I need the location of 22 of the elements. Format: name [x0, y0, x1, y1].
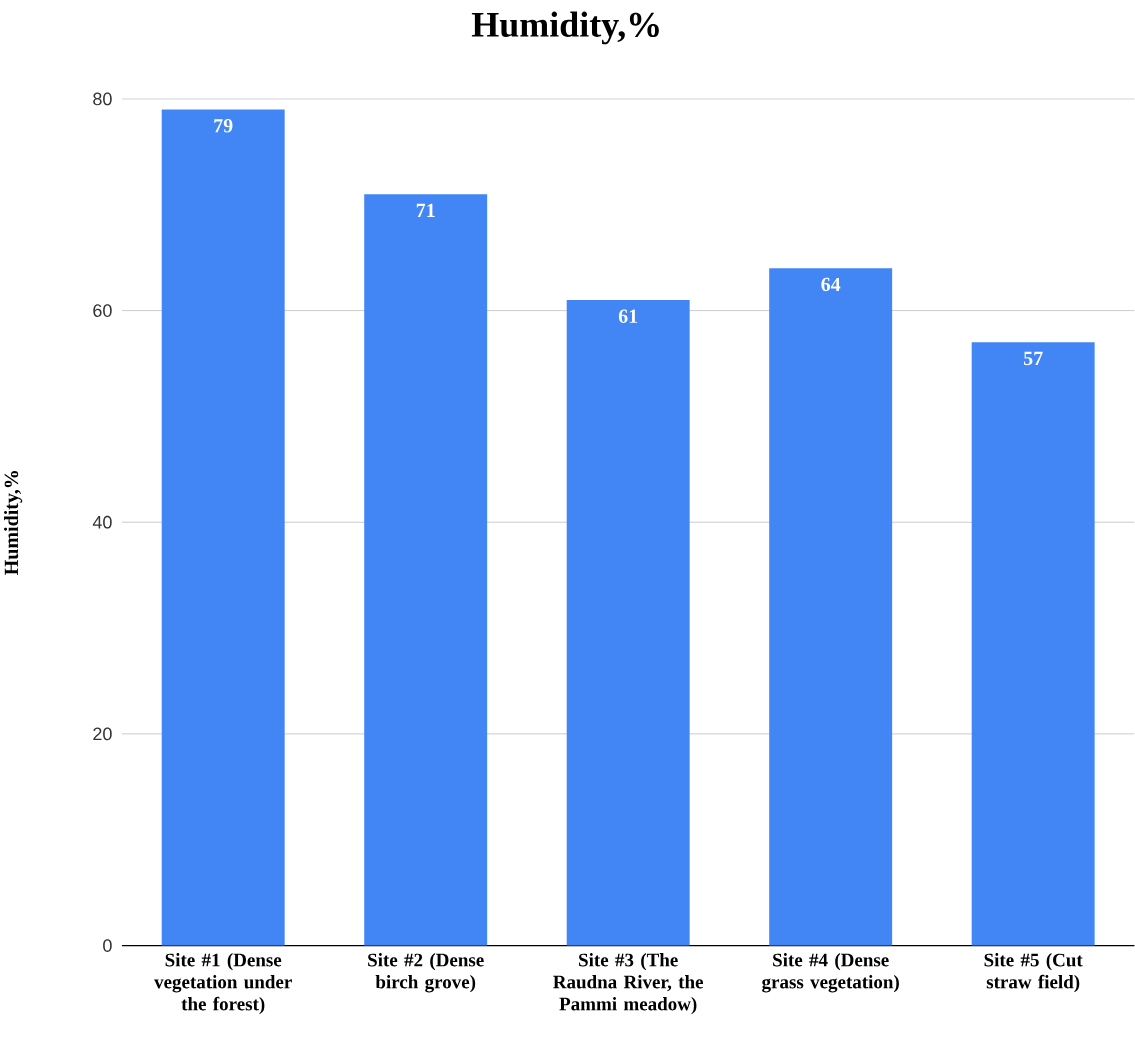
bar	[566, 299, 690, 946]
y-tick-label: 60	[93, 303, 112, 317]
x-tick-label: Site #1 (Dense vegetation under the forest)	[154, 952, 292, 1015]
x-tick-label: Site #3 (The Raudna River, the Pammi meadow)	[553, 952, 704, 1015]
chart-title: Humidity,%	[471, 11, 659, 45]
data-label: 71	[416, 203, 435, 217]
data-label: 61	[618, 309, 638, 323]
x-tick-label: Site #2 (Dense birch grove)	[368, 952, 484, 993]
bar	[769, 268, 893, 946]
data-label: 79	[214, 118, 233, 133]
x-tick-label: Site #4 (Dense grass vegetation)	[762, 952, 899, 993]
data-label: 57	[1023, 351, 1043, 365]
bar	[364, 193, 488, 946]
bar	[161, 109, 285, 946]
data-label: 64	[821, 277, 841, 291]
y-tick-label: 0	[103, 938, 112, 952]
bar	[971, 342, 1095, 946]
y-tick-label: 20	[93, 727, 112, 741]
y-tick-label: 80	[93, 92, 112, 106]
y-axis-title: Humidity,%	[4, 470, 23, 575]
y-tick-label: 40	[92, 515, 112, 529]
x-tick-label: Site #5 (Cut straw field)	[984, 952, 1083, 993]
